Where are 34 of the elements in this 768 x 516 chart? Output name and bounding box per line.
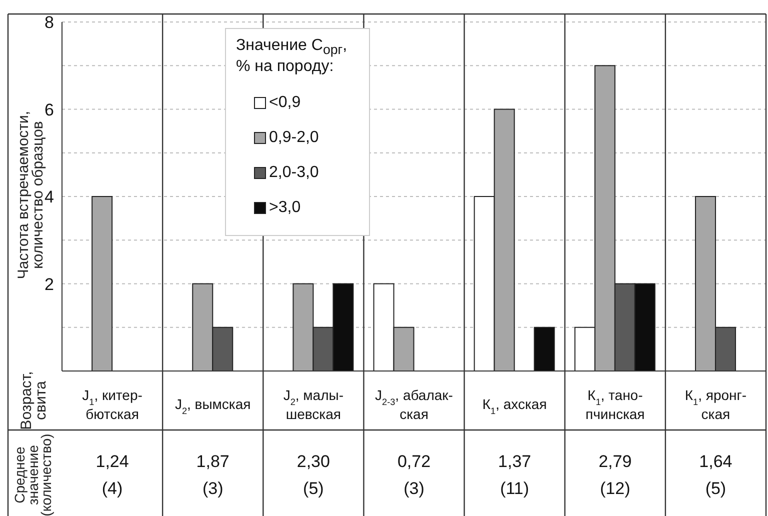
x-tick-label: J$_{2}$, вымская [174,396,251,416]
legend-label: <0,9 [269,94,301,112]
legend-label: >3,0 [269,198,301,217]
text: 1,64 [699,452,732,471]
text: (11) [500,479,530,498]
x-tick-label: J$_{2-3}$, абалак-ская [375,387,454,422]
text: 1,37 [498,452,532,471]
text: 1,87 [196,452,230,471]
text: 1,24 [96,452,129,471]
y-tick-label: 4 [44,188,54,207]
text: 2,79 [598,452,632,471]
x-tick-label: К$_{1}$, яронг-ская [684,387,747,422]
text: (12) [600,479,630,498]
y-tick-label: 6 [44,100,54,120]
x-tick-label: К$_{1}$, ахская [482,396,547,416]
text: 0,72 [397,452,431,471]
legend-title: Значение C$_{орг}$, % на породу: [236,37,348,76]
y-tick-label: 8 [44,13,54,32]
text: Возраст, свита [18,371,50,430]
text: (5) [303,479,324,498]
text: (3) [202,479,224,498]
legend-label: 2,0-3,0 [269,164,319,182]
x-tick-label: J$_{2}$, малы-шевская [283,387,344,422]
x-tick-label: J$_{1}$, китер-бютская [82,387,143,422]
bar [92,196,113,371]
y-tick-label: 2 [44,274,54,294]
legend-label: 0,9-2,0 [269,128,319,147]
x-tick-label: К$_{1}$, тано-пчинская [586,387,645,422]
text: (5) [705,479,726,498]
text: (4) [102,479,123,498]
text: (3) [404,479,424,498]
text: 2,30 [296,452,330,471]
bar [534,326,555,371]
text: Среднее значение (количество) [12,434,54,516]
